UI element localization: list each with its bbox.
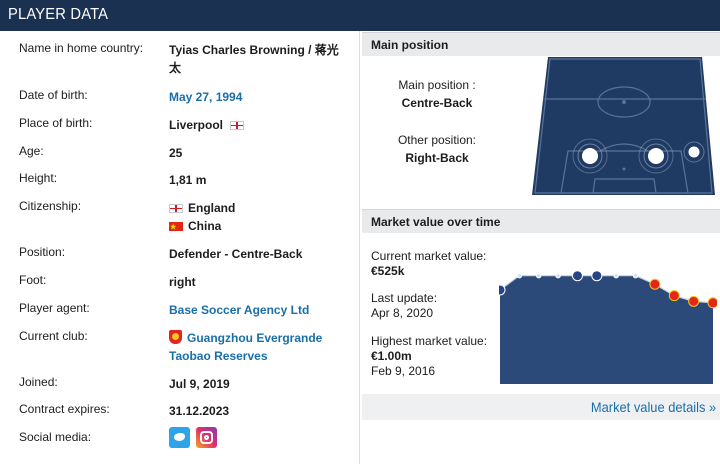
england-flag-icon (230, 121, 245, 130)
player-agent-link[interactable]: Base Soccer Agency Ltd (169, 303, 310, 317)
joined-value: Jul 9, 2019 (169, 377, 230, 391)
market-value-area (500, 275, 713, 384)
club-crest-icon (169, 330, 182, 344)
current-value-label: Current market value: (371, 249, 487, 263)
row-label: Contract expires: (19, 402, 110, 416)
market-value-point (555, 273, 561, 279)
market-value-point (516, 273, 523, 279)
other-position-marker (683, 141, 705, 163)
row-label: Date of birth: (19, 88, 88, 102)
club-name-line1: Guangzhou Evergrande (187, 331, 323, 345)
market-value-point (649, 278, 661, 290)
china-flag-icon (169, 219, 183, 237)
market-value-point (707, 297, 717, 309)
market-value-point (688, 295, 700, 307)
other-position-info: Other position: Right-Back (362, 131, 512, 167)
main-position-panel: Main position : Centre-Back Other positi… (362, 57, 720, 197)
current-market-value: Current market value: €525k (371, 249, 486, 279)
height-value: 1,81 m (169, 173, 207, 187)
home-name-value: Tyias Charles Browning / 蒋光 太 (169, 41, 354, 77)
pitch-diagram (532, 57, 715, 195)
pitch-surface (532, 57, 715, 195)
last-update-label: Last update: (371, 291, 438, 305)
market-value-panel: Current market value: €525k Last update:… (362, 233, 720, 393)
row-label: Age: (19, 144, 44, 158)
citizenship-england-text: England (188, 201, 236, 215)
instagram-icon[interactable] (196, 427, 217, 448)
market-value-point (571, 270, 583, 282)
highest-value-amount: €1.00m (371, 349, 412, 363)
place-of-birth-text: Liverpool (169, 118, 224, 132)
contract-expires-value: 31.12.2023 (169, 404, 230, 418)
highest-market-value: Highest market value: €1.00m Feb 9, 2016 (371, 334, 487, 379)
market-value-point (499, 284, 506, 296)
main-position-info: Main position : Centre-Back (362, 76, 512, 112)
market-value-point (591, 270, 603, 282)
citizenship-england: England (169, 199, 354, 217)
market-value-point (632, 273, 639, 279)
home-name-line1: Tyias Charles Browning / 蒋光 (169, 43, 339, 57)
highest-value-date: Feb 9, 2016 (371, 364, 436, 378)
club-name-line2: Taobao Reserves (169, 349, 268, 363)
social-media-icons (169, 427, 354, 448)
highest-value-label: Highest market value: (371, 334, 488, 348)
header-bar: PLAYER DATA (0, 0, 720, 31)
row-label: Name in home country: (19, 41, 144, 55)
twitter-icon[interactable] (169, 427, 190, 448)
row-label: Joined: (19, 375, 58, 389)
pitch-lines (534, 58, 713, 194)
page-title: PLAYER DATA (8, 6, 109, 23)
row-label: Position: (19, 245, 66, 259)
foot-value: right (169, 275, 196, 289)
main-position-value: Centre-Back (401, 96, 473, 110)
market-value-title: Market value over time (371, 215, 501, 229)
last-update-date: Apr 8, 2020 (371, 306, 434, 320)
main-position-title: Main position (371, 38, 449, 52)
row-label: Place of birth: (19, 116, 93, 130)
home-name-line2: 太 (169, 61, 182, 75)
row-label: Social media: (19, 430, 92, 444)
market-value-point (613, 273, 619, 279)
row-label: Height: (19, 171, 58, 185)
other-position-value: Right-Back (405, 151, 469, 165)
last-update: Last update: Apr 8, 2020 (371, 291, 437, 321)
main-position-marker-right (638, 138, 674, 174)
center-spot (622, 100, 626, 104)
place-of-birth-value: Liverpool (169, 116, 354, 134)
current-club-link[interactable]: Guangzhou Evergrande Taobao Reserves (169, 329, 354, 365)
age-value: 25 (169, 146, 183, 160)
other-position-label: Other position: (397, 133, 477, 147)
date-of-birth-link[interactable]: May 27, 1994 (169, 90, 243, 104)
column-divider (359, 31, 360, 464)
market-value-point (536, 273, 542, 279)
england-flag-icon (169, 204, 183, 213)
citizenship-china: China (169, 217, 354, 237)
player-data-panel (0, 31, 358, 464)
citizenship-china-text: China (188, 219, 222, 233)
current-value-amount: €525k (371, 264, 405, 278)
row-label: Foot: (19, 273, 47, 287)
penalty-spot (622, 167, 626, 171)
row-label: Citizenship: (19, 199, 82, 213)
market-value-point (668, 290, 680, 302)
position-value: Defender - Centre-Back (169, 247, 303, 261)
market-value-chart[interactable] (499, 258, 717, 388)
market-value-header: Market value over time (362, 209, 720, 233)
market-value-details-bar: Market value details » (362, 394, 720, 420)
citizenship-value: England China (169, 199, 354, 237)
market-value-details-link[interactable]: Market value details » (590, 399, 716, 415)
main-position-marker-left (572, 138, 608, 174)
main-position-label: Main position : (398, 78, 476, 92)
row-label: Player agent: (19, 301, 90, 315)
row-label: Current club: (19, 329, 88, 343)
main-position-header: Main position (362, 32, 720, 56)
